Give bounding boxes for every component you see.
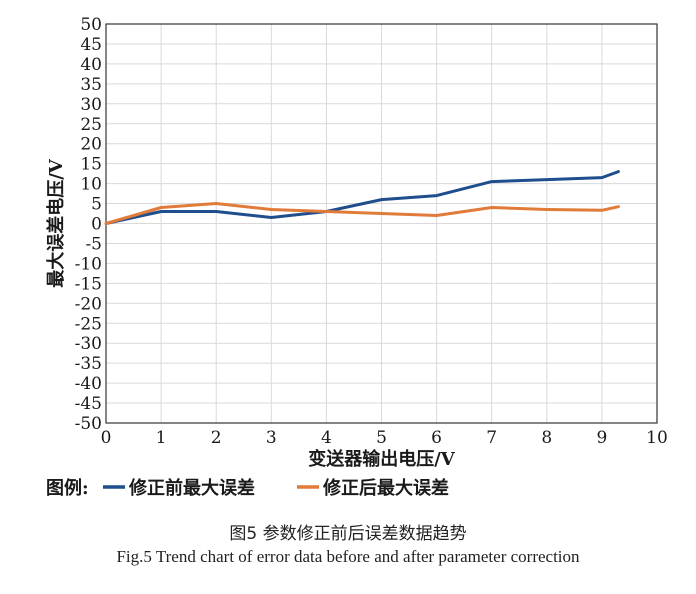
x-tick-label: 9 (596, 428, 607, 448)
y-tick-label: -20 (75, 294, 102, 314)
grid (105, 23, 658, 424)
x-tick-label: 8 (541, 428, 552, 448)
series-line-2 (104, 202, 620, 225)
y-tick-label: -35 (75, 354, 102, 374)
y-tick-label: -40 (75, 374, 102, 394)
x-tick-labels: 0 1 2 3 4 5 6 7 8 9 10 (101, 428, 668, 448)
x-tick-label: 7 (486, 428, 497, 448)
y-tick-label: -5 (85, 234, 102, 254)
x-tick-label: 2 (211, 428, 222, 448)
y-tick-label: -25 (75, 314, 102, 334)
legend-title: 图例: (46, 477, 89, 499)
x-tick-label: 6 (431, 428, 442, 448)
x-tick-label: 10 (646, 428, 668, 448)
x-tick-label: 5 (376, 428, 387, 448)
y-tick-label: 50 (80, 15, 102, 35)
y-tick-label: -10 (75, 254, 102, 274)
y-tick-labels: 50454035302520151050-5-10-15-20-25-30-35… (75, 15, 102, 434)
y-tick-label: 5 (91, 195, 102, 215)
y-axis-title: 最大误差电压/V (45, 158, 67, 288)
x-tick-label: 0 (101, 428, 112, 448)
y-tick-label: -30 (75, 334, 102, 354)
y-tick-label: -50 (75, 414, 102, 434)
x-tick-label: 4 (321, 428, 332, 448)
y-tick-label: -45 (75, 394, 102, 414)
figure-caption-chinese: 图5 参数修正前后误差数据趋势 (229, 524, 467, 544)
x-tick-label: 1 (156, 428, 167, 448)
y-tick-label: 25 (80, 115, 102, 135)
y-tick-label: -15 (75, 274, 102, 294)
legend-label-1: 修正前最大误差 (128, 477, 255, 499)
x-axis-title: 变送器输出电压/V (308, 448, 456, 470)
legend: 图例: 修正前最大误差 修正后最大误差 (46, 477, 449, 499)
y-tick-label: 45 (80, 35, 102, 55)
series-layer (104, 170, 620, 225)
y-tick-label: 0 (91, 215, 102, 235)
legend-label-2: 修正后最大误差 (322, 477, 449, 499)
y-tick-label: 40 (80, 55, 102, 75)
y-tick-label: 10 (80, 175, 102, 195)
x-tick-label: 3 (266, 428, 277, 448)
y-tick-label: 15 (80, 155, 102, 175)
figure-caption-english: Fig.5 Trend chart of error data before a… (116, 547, 580, 566)
y-tick-label: 20 (80, 135, 102, 155)
y-tick-label: 30 (80, 95, 102, 115)
y-tick-label: 35 (80, 75, 102, 95)
chart: 50454035302520151050-5-10-15-20-25-30-35… (45, 15, 668, 499)
series-line-1 (104, 170, 620, 225)
